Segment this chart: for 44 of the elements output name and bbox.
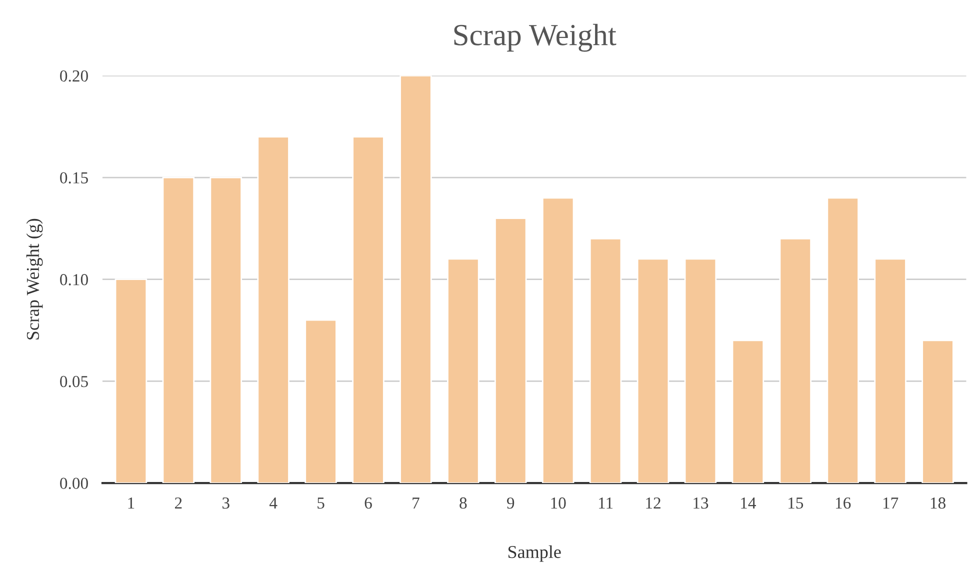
bar: [589, 238, 622, 484]
x-tick-label: 10: [551, 497, 566, 509]
x-tick-label: 2: [174, 497, 182, 509]
y-tick-label: 0.15: [60, 172, 88, 184]
bar: [542, 197, 574, 484]
x-tick-label: 5: [318, 498, 324, 509]
bar: [779, 238, 812, 484]
bar: [352, 136, 384, 484]
x-axis-title: Sample: [508, 545, 561, 562]
bar: [732, 340, 764, 484]
bar: [162, 176, 195, 484]
bar: [257, 136, 290, 484]
x-tick-label: 13: [694, 497, 708, 509]
x-tick-label: 18: [930, 497, 946, 509]
y-tick-label: 0.20: [60, 70, 88, 82]
x-tick-label: 16: [836, 497, 851, 509]
x-tick-label: 11: [598, 498, 613, 509]
y-tick-label: 0.00: [60, 478, 88, 490]
bar: [447, 258, 480, 484]
y-tick-label: 0.05: [60, 376, 88, 388]
bar: [826, 197, 859, 484]
y-tick-label: 0.10: [60, 274, 88, 286]
x-tick-label: 15: [788, 498, 804, 509]
bar: [114, 278, 148, 484]
bar: [304, 319, 337, 484]
x-tick-label: 8: [460, 497, 467, 509]
x-tick-label: 4: [269, 498, 278, 509]
bar: [494, 218, 527, 484]
x-tick-label: 14: [741, 498, 756, 509]
x-tick-label: 7: [412, 498, 420, 509]
x-tick-label: 3: [222, 497, 230, 509]
x-tick-label: 6: [364, 497, 372, 509]
bar: [684, 258, 717, 484]
y-axis-title: Scrap Weight (g): [26, 218, 43, 340]
bar: [636, 258, 670, 484]
x-tick-label: 9: [507, 497, 514, 509]
bar: [400, 76, 432, 484]
chart-title: Scrap Weight: [454, 24, 616, 52]
bar: [210, 176, 242, 484]
x-tick-label: 12: [646, 497, 660, 509]
x-tick-label: 1: [128, 498, 134, 509]
bar: [874, 258, 906, 484]
x-tick-label: 17: [883, 498, 898, 509]
bar: [922, 340, 954, 484]
